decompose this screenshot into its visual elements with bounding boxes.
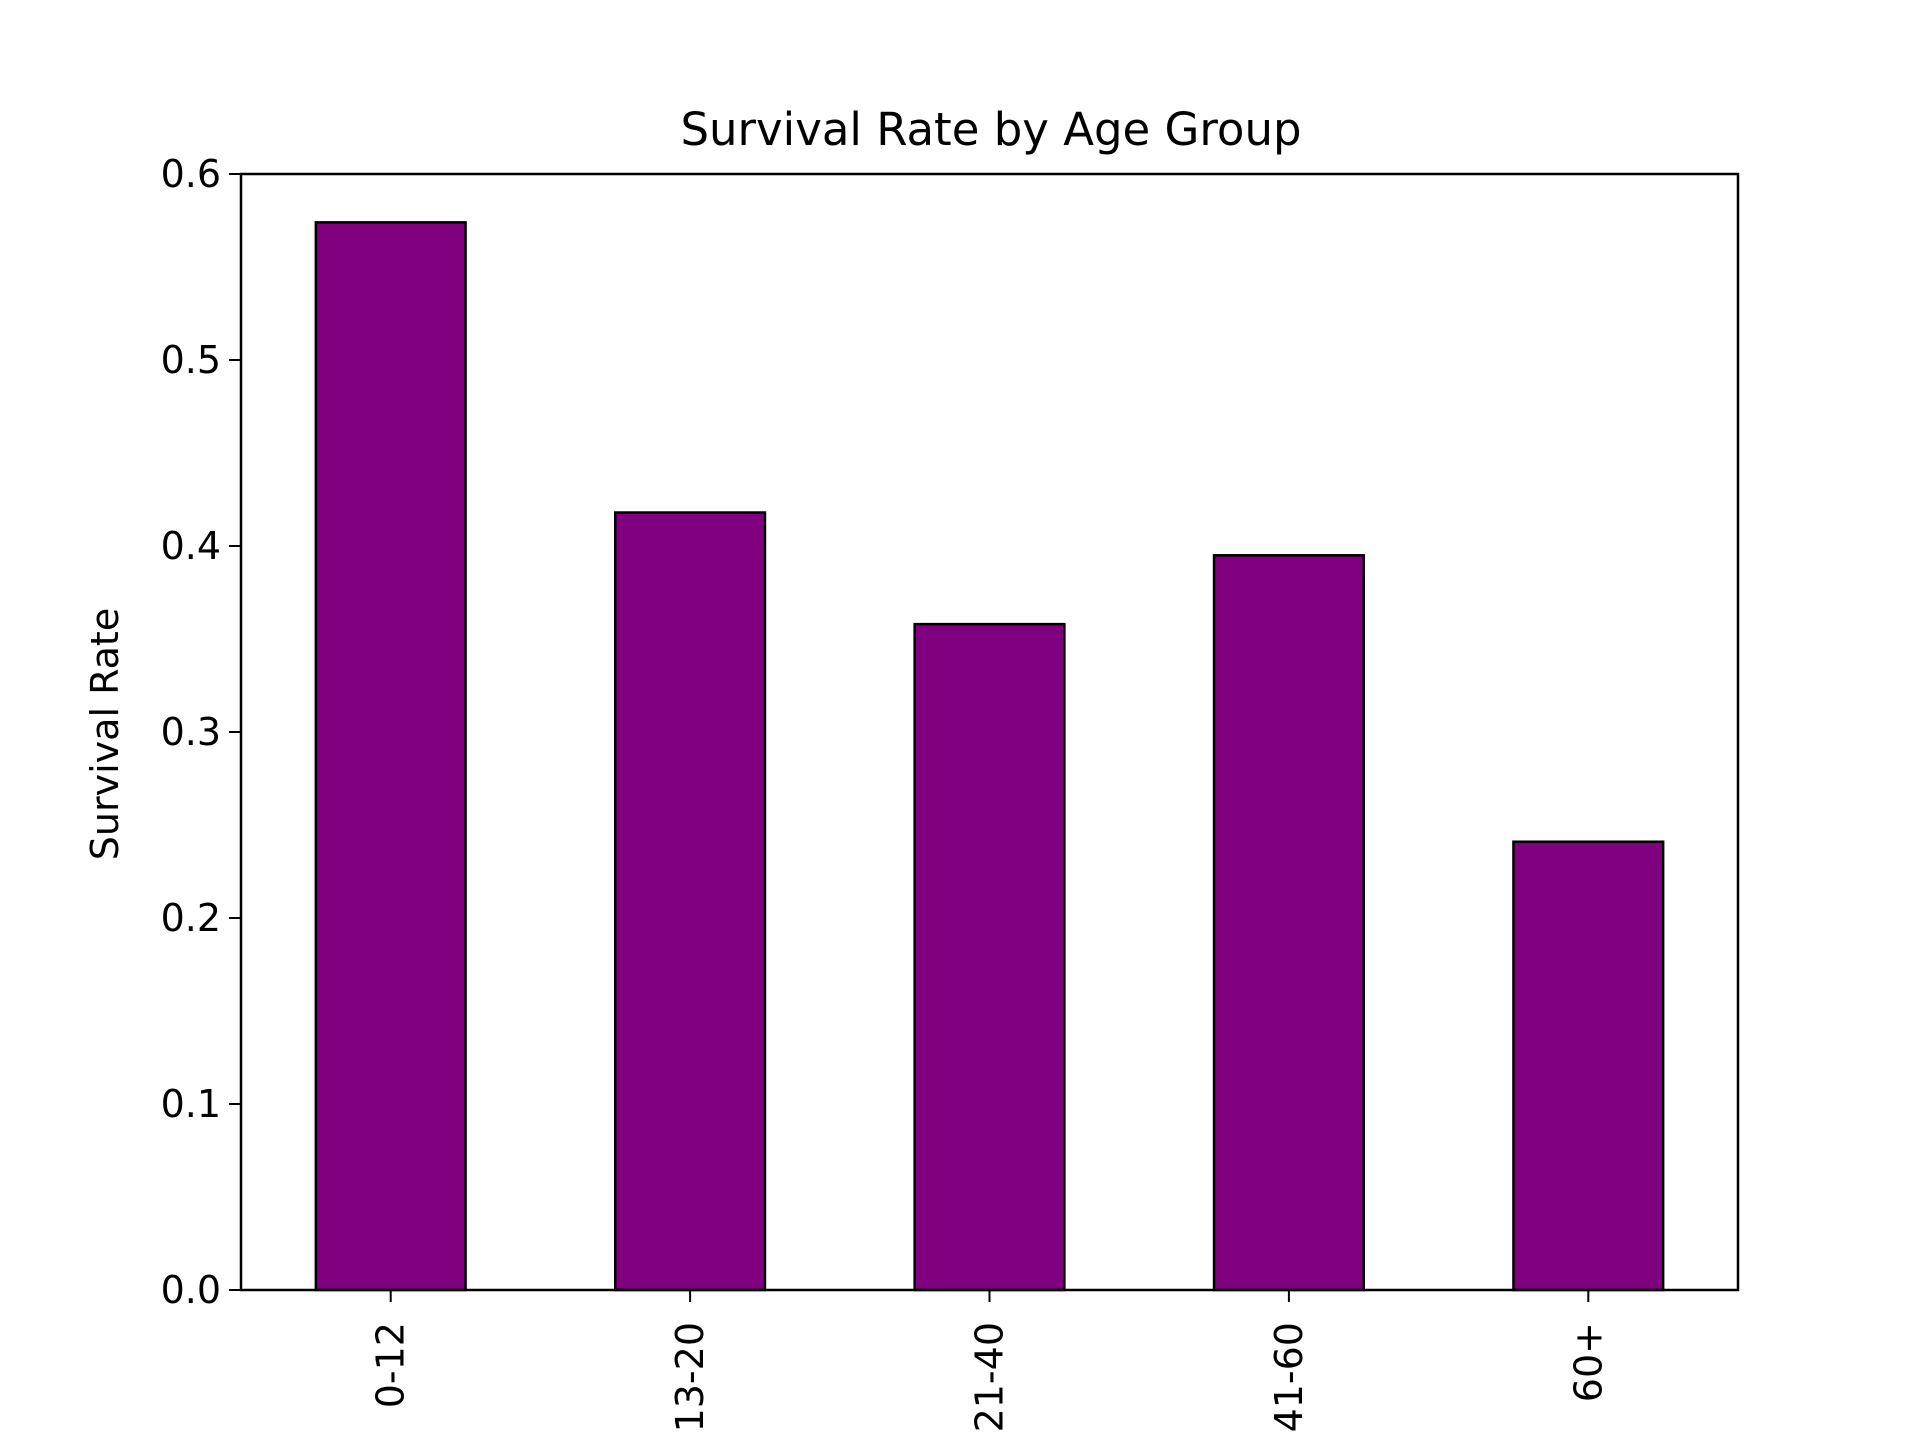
x-tick-label: 60+ <box>1566 1322 1610 1402</box>
bar-60+ <box>1512 840 1665 1292</box>
x-tick-label: 41-60 <box>1267 1322 1311 1432</box>
bar-41-60 <box>1212 554 1366 1292</box>
x-tick-label: 13-20 <box>668 1322 712 1432</box>
bar-0-12 <box>314 221 467 1292</box>
chart-title: Survival Rate by Age Group <box>680 103 1301 156</box>
x-tick-label: 0-12 <box>369 1322 413 1408</box>
bars-group <box>314 221 1665 1292</box>
bar-21-40 <box>913 622 1066 1292</box>
y-tick-label: 0.2 <box>161 896 221 940</box>
x-axis: 0-12 13-20 21-40 41-60 60+ <box>369 1290 1610 1432</box>
y-tick-label: 0.1 <box>161 1082 221 1126</box>
y-tick-label: 0.4 <box>161 524 221 568</box>
y-tick-label: 0.3 <box>161 710 221 754</box>
x-tick-label: 21-40 <box>968 1322 1012 1432</box>
y-tick-label: 0.5 <box>161 338 221 382</box>
y-tick-label: 0.6 <box>161 152 221 196</box>
y-axis: 0.0 0.1 0.2 0.3 0.4 0.5 0.6 <box>161 152 241 1312</box>
plot-frame <box>239 172 1740 1292</box>
y-axis-label: Survival Rate <box>83 608 127 860</box>
bar-13-20 <box>614 511 767 1292</box>
y-tick-label: 0.0 <box>161 1268 221 1312</box>
